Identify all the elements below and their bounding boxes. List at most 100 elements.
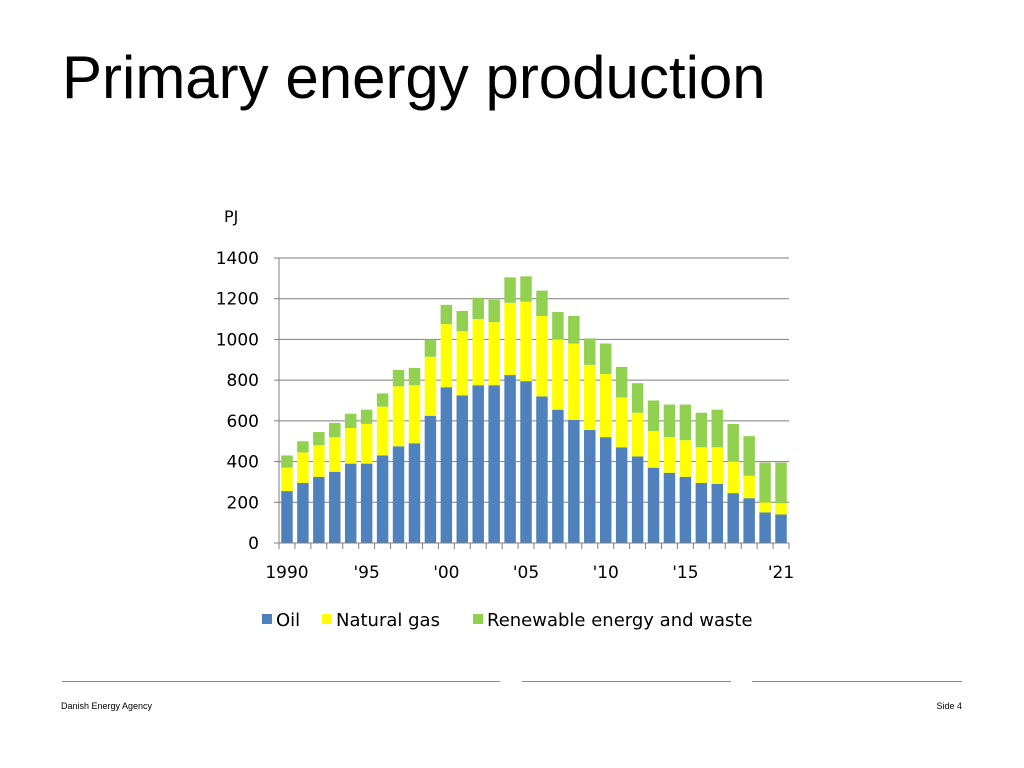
bar-segment-natural-gas	[695, 447, 708, 483]
footer-rule-left	[62, 681, 500, 682]
y-tick-label: 1400	[216, 249, 259, 269]
bar-segment-natural-gas	[376, 406, 389, 456]
bar-segment-renewable	[536, 290, 548, 317]
bar-segment-renewable	[376, 393, 389, 407]
bar-segment-renewable	[615, 366, 628, 398]
legend-natural-gas-label: Natural gas	[336, 610, 440, 631]
bar-segment-oil	[552, 409, 564, 543]
bar-segment-natural-gas	[536, 316, 548, 397]
bar-segment-oil	[392, 446, 405, 543]
bar-segment-oil	[281, 491, 293, 543]
bar-segment-renewable	[297, 441, 309, 453]
bar-segment-natural-gas	[631, 412, 644, 457]
bar-segment-renewable	[759, 462, 771, 503]
footer-rule-right	[752, 681, 962, 682]
y-tick-label: 200	[227, 493, 259, 513]
bar-segment-natural-gas	[743, 475, 755, 499]
bar-segment-oil	[759, 512, 771, 543]
bar-segment-natural-gas	[504, 302, 516, 376]
bar-segment-oil	[440, 387, 453, 543]
bar-segment-natural-gas	[599, 374, 612, 438]
legend-oil-label: Oil	[276, 610, 300, 631]
bar-segment-natural-gas	[711, 447, 724, 484]
y-tick-label: 800	[227, 371, 259, 391]
bar-segment-oil	[329, 471, 341, 543]
bar-segment-renewable	[743, 436, 755, 476]
bar-segment-oil	[647, 467, 660, 543]
bar-segment-oil	[711, 483, 724, 543]
y-tick-label: 1000	[216, 330, 259, 350]
bar-segment-renewable	[313, 432, 325, 446]
bar-segment-oil	[679, 476, 692, 543]
x-tick-label: '10	[593, 563, 619, 583]
legend-natural-gas-swatch	[322, 614, 332, 624]
bar-segment-renewable	[599, 343, 612, 375]
bar-segment-renewable	[281, 455, 293, 468]
bar-segment-oil	[775, 514, 787, 543]
bar-segment-oil	[695, 482, 708, 543]
bar-segment-natural-gas	[313, 445, 325, 477]
bar-segment-natural-gas	[360, 423, 373, 464]
x-tick-label: '05	[513, 563, 539, 583]
bar-segment-natural-gas	[456, 331, 469, 396]
bar-segment-oil	[727, 493, 739, 544]
bar-segment-renewable	[695, 412, 708, 448]
bar-segment-oil	[584, 430, 596, 543]
x-tick-label: '95	[354, 563, 380, 583]
bar-segment-oil	[504, 375, 516, 543]
bar-segment-renewable	[520, 276, 532, 302]
bar-segment-renewable	[360, 409, 373, 424]
bar-segment-natural-gas	[297, 452, 309, 483]
x-tick-label: '15	[672, 563, 698, 583]
bar-segment-oil	[456, 395, 469, 543]
legend-renewable-label: Renewable energy and waste	[487, 610, 753, 631]
bar-segment-renewable	[552, 311, 564, 340]
x-tick-label: '00	[433, 563, 459, 583]
bar-segment-renewable	[727, 423, 739, 462]
y-tick-label: 1200	[216, 290, 259, 310]
bar-segment-oil	[568, 419, 580, 543]
bar-segment-oil	[488, 385, 500, 543]
bar-segment-renewable	[775, 462, 787, 504]
bar-segment-natural-gas	[568, 343, 580, 420]
legend-renewable-swatch	[473, 614, 483, 624]
bar-segment-natural-gas	[344, 427, 357, 464]
bar-segment-oil	[631, 456, 644, 543]
bar-segment-oil	[360, 463, 373, 543]
bar-segment-renewable	[408, 367, 421, 386]
x-tick-label: 1990	[265, 563, 308, 583]
bar-segment-renewable	[456, 310, 469, 332]
footer-page-number: Side 4	[936, 701, 962, 711]
bar-segment-renewable	[584, 338, 596, 365]
bar-segment-renewable	[663, 404, 676, 438]
bar-segment-natural-gas	[520, 301, 532, 382]
bar-segment-natural-gas	[727, 461, 739, 494]
legend-oil-swatch	[262, 614, 272, 624]
bar-segment-renewable	[424, 339, 437, 357]
bar-segment-oil	[408, 443, 421, 543]
bar-segment-renewable	[329, 422, 341, 438]
bar-segment-renewable	[504, 277, 516, 303]
bar-segment-natural-gas	[408, 385, 421, 444]
bar-segment-renewable	[679, 404, 692, 441]
bar-segment-renewable	[711, 409, 724, 448]
bar-segment-natural-gas	[679, 440, 692, 477]
bar-segment-oil	[376, 455, 389, 543]
bar-segment-renewable	[472, 297, 484, 320]
y-tick-label: 0	[248, 534, 259, 554]
bar-segment-renewable	[440, 304, 453, 325]
footer-organization: Danish Energy Agency	[61, 701, 153, 711]
y-tick-label: 400	[227, 453, 259, 473]
bar-segment-natural-gas	[759, 502, 771, 513]
bar-segment-oil	[472, 385, 484, 543]
bar-segment-oil	[599, 437, 612, 543]
bar-segment-natural-gas	[663, 437, 676, 473]
bar-segment-oil	[344, 463, 357, 543]
bar-segment-oil	[663, 472, 676, 543]
bar-segment-natural-gas	[615, 397, 628, 448]
bar-segment-oil	[313, 476, 325, 543]
bar-segment-natural-gas	[329, 437, 341, 472]
bar-segment-oil	[615, 447, 628, 543]
